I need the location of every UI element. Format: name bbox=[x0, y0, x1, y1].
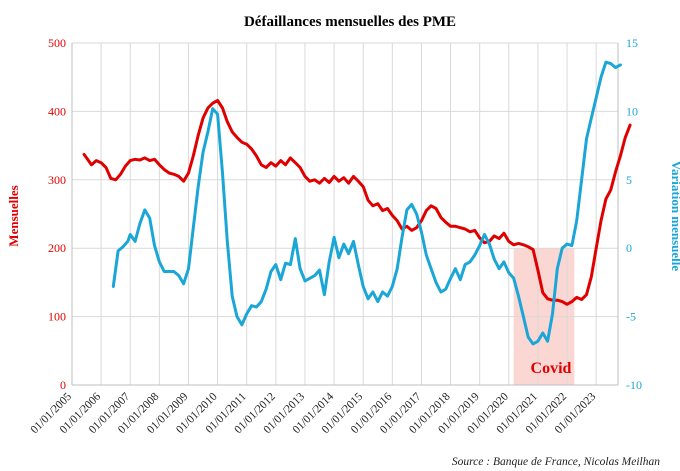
y-left-tick-label: 500 bbox=[48, 36, 66, 50]
series-line-variation-mensuelle bbox=[111, 60, 622, 346]
y-right-tick-label: -5 bbox=[626, 310, 636, 324]
y-left-tick-label: 100 bbox=[48, 310, 66, 324]
y-right-tick-label: 10 bbox=[626, 104, 638, 118]
source-note: Source : Banque de France, Nicolas Meilh… bbox=[452, 456, 660, 468]
y-right-tick-label: 15 bbox=[626, 36, 638, 50]
series-line-mensuelles bbox=[82, 99, 632, 306]
y-left-tick-label: 0 bbox=[60, 378, 66, 392]
y-left-tick-label: 300 bbox=[48, 173, 66, 187]
y-left-tick-label: 400 bbox=[48, 104, 66, 118]
y-axis-right-label: Variation mensuelle bbox=[669, 161, 680, 272]
y-right-tick-label: 5 bbox=[626, 173, 632, 187]
y-right-tick-label: 0 bbox=[626, 241, 632, 255]
y-axis-left-label: Mensuelles bbox=[6, 185, 21, 246]
y-left-tick-label: 200 bbox=[48, 241, 66, 255]
y-right-tick-label: -10 bbox=[626, 378, 642, 392]
chart-title: Défaillances mensuelles des PME bbox=[244, 14, 456, 30]
covid-annotation: Covid bbox=[531, 360, 572, 377]
